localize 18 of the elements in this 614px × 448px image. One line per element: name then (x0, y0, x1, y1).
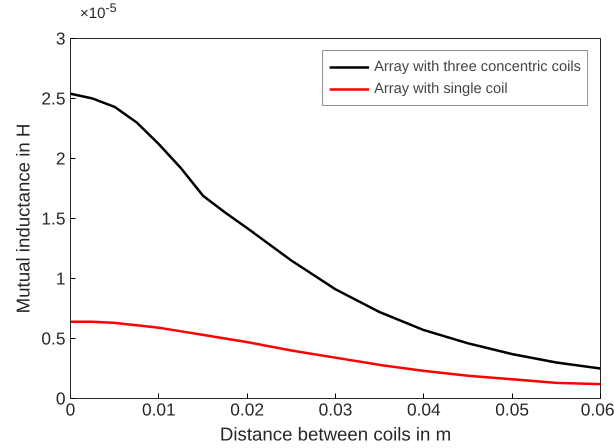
x-tick-label: 0.03 (318, 400, 352, 420)
y-axis-title: Mutual inductance in H (12, 124, 34, 314)
x-axis-title: Distance between coils in m (220, 424, 452, 444)
y-tick-label: 0.5 (41, 328, 66, 348)
text: ×10$^{-5}$ (80, 0, 117, 24)
legend-label: Array with single coil (374, 81, 508, 97)
y-tick-label: 2.5 (41, 88, 66, 108)
x-tick-label: 0.06 (580, 400, 614, 420)
y-tick-label: 1 (56, 268, 66, 288)
x-tick-label: 0.01 (142, 400, 176, 420)
x-tick-label: 0.05 (495, 400, 530, 420)
x-tick-label: 0.02 (230, 400, 264, 420)
legend-label: Array with three concentric coils (374, 59, 581, 75)
y-tick-label: 3 (56, 28, 66, 48)
y-tick-label: 1.5 (41, 208, 66, 228)
line-series (70, 320, 600, 386)
x-tick-label: 0.04 (406, 400, 442, 420)
y-tick-label: 2 (56, 148, 66, 168)
